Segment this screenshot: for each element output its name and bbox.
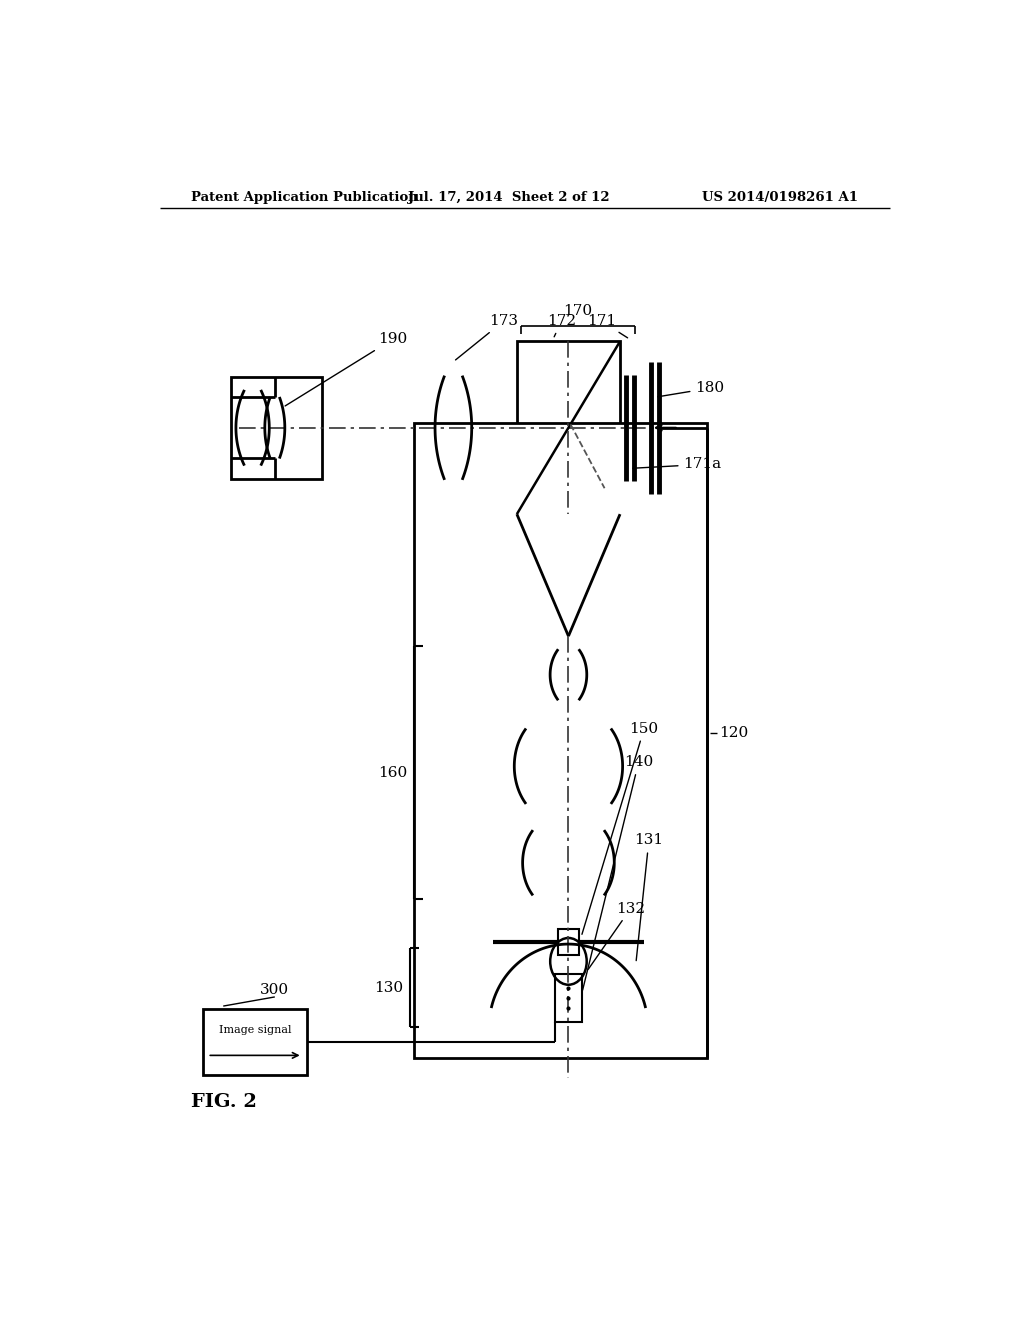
Text: 171: 171 bbox=[587, 314, 628, 338]
Text: 131: 131 bbox=[634, 833, 664, 961]
Bar bbox=[517, 342, 621, 515]
Text: 140: 140 bbox=[583, 755, 653, 990]
Text: 132: 132 bbox=[589, 902, 645, 969]
Text: 300: 300 bbox=[260, 983, 290, 997]
Bar bbox=[414, 422, 708, 1057]
Text: 160: 160 bbox=[378, 766, 408, 780]
Text: FIG. 2: FIG. 2 bbox=[191, 1093, 257, 1110]
Text: 190: 190 bbox=[285, 333, 408, 407]
Text: 150: 150 bbox=[582, 722, 658, 935]
Text: 130: 130 bbox=[374, 981, 403, 995]
Bar bbox=[204, 1008, 306, 1076]
Text: US 2014/0198261 A1: US 2014/0198261 A1 bbox=[702, 190, 858, 203]
Text: 173: 173 bbox=[456, 314, 518, 360]
Text: 120: 120 bbox=[719, 726, 749, 739]
Text: Patent Application Publication: Patent Application Publication bbox=[191, 190, 418, 203]
Bar bbox=[558, 929, 579, 956]
Bar bbox=[231, 378, 323, 479]
Text: Jul. 17, 2014  Sheet 2 of 12: Jul. 17, 2014 Sheet 2 of 12 bbox=[409, 190, 609, 203]
Text: Image signal: Image signal bbox=[219, 1026, 291, 1035]
Text: 180: 180 bbox=[657, 381, 725, 397]
Text: 172: 172 bbox=[547, 314, 577, 337]
Text: 171a: 171a bbox=[633, 458, 722, 471]
Text: 170: 170 bbox=[563, 304, 593, 318]
Bar bbox=[555, 974, 582, 1022]
